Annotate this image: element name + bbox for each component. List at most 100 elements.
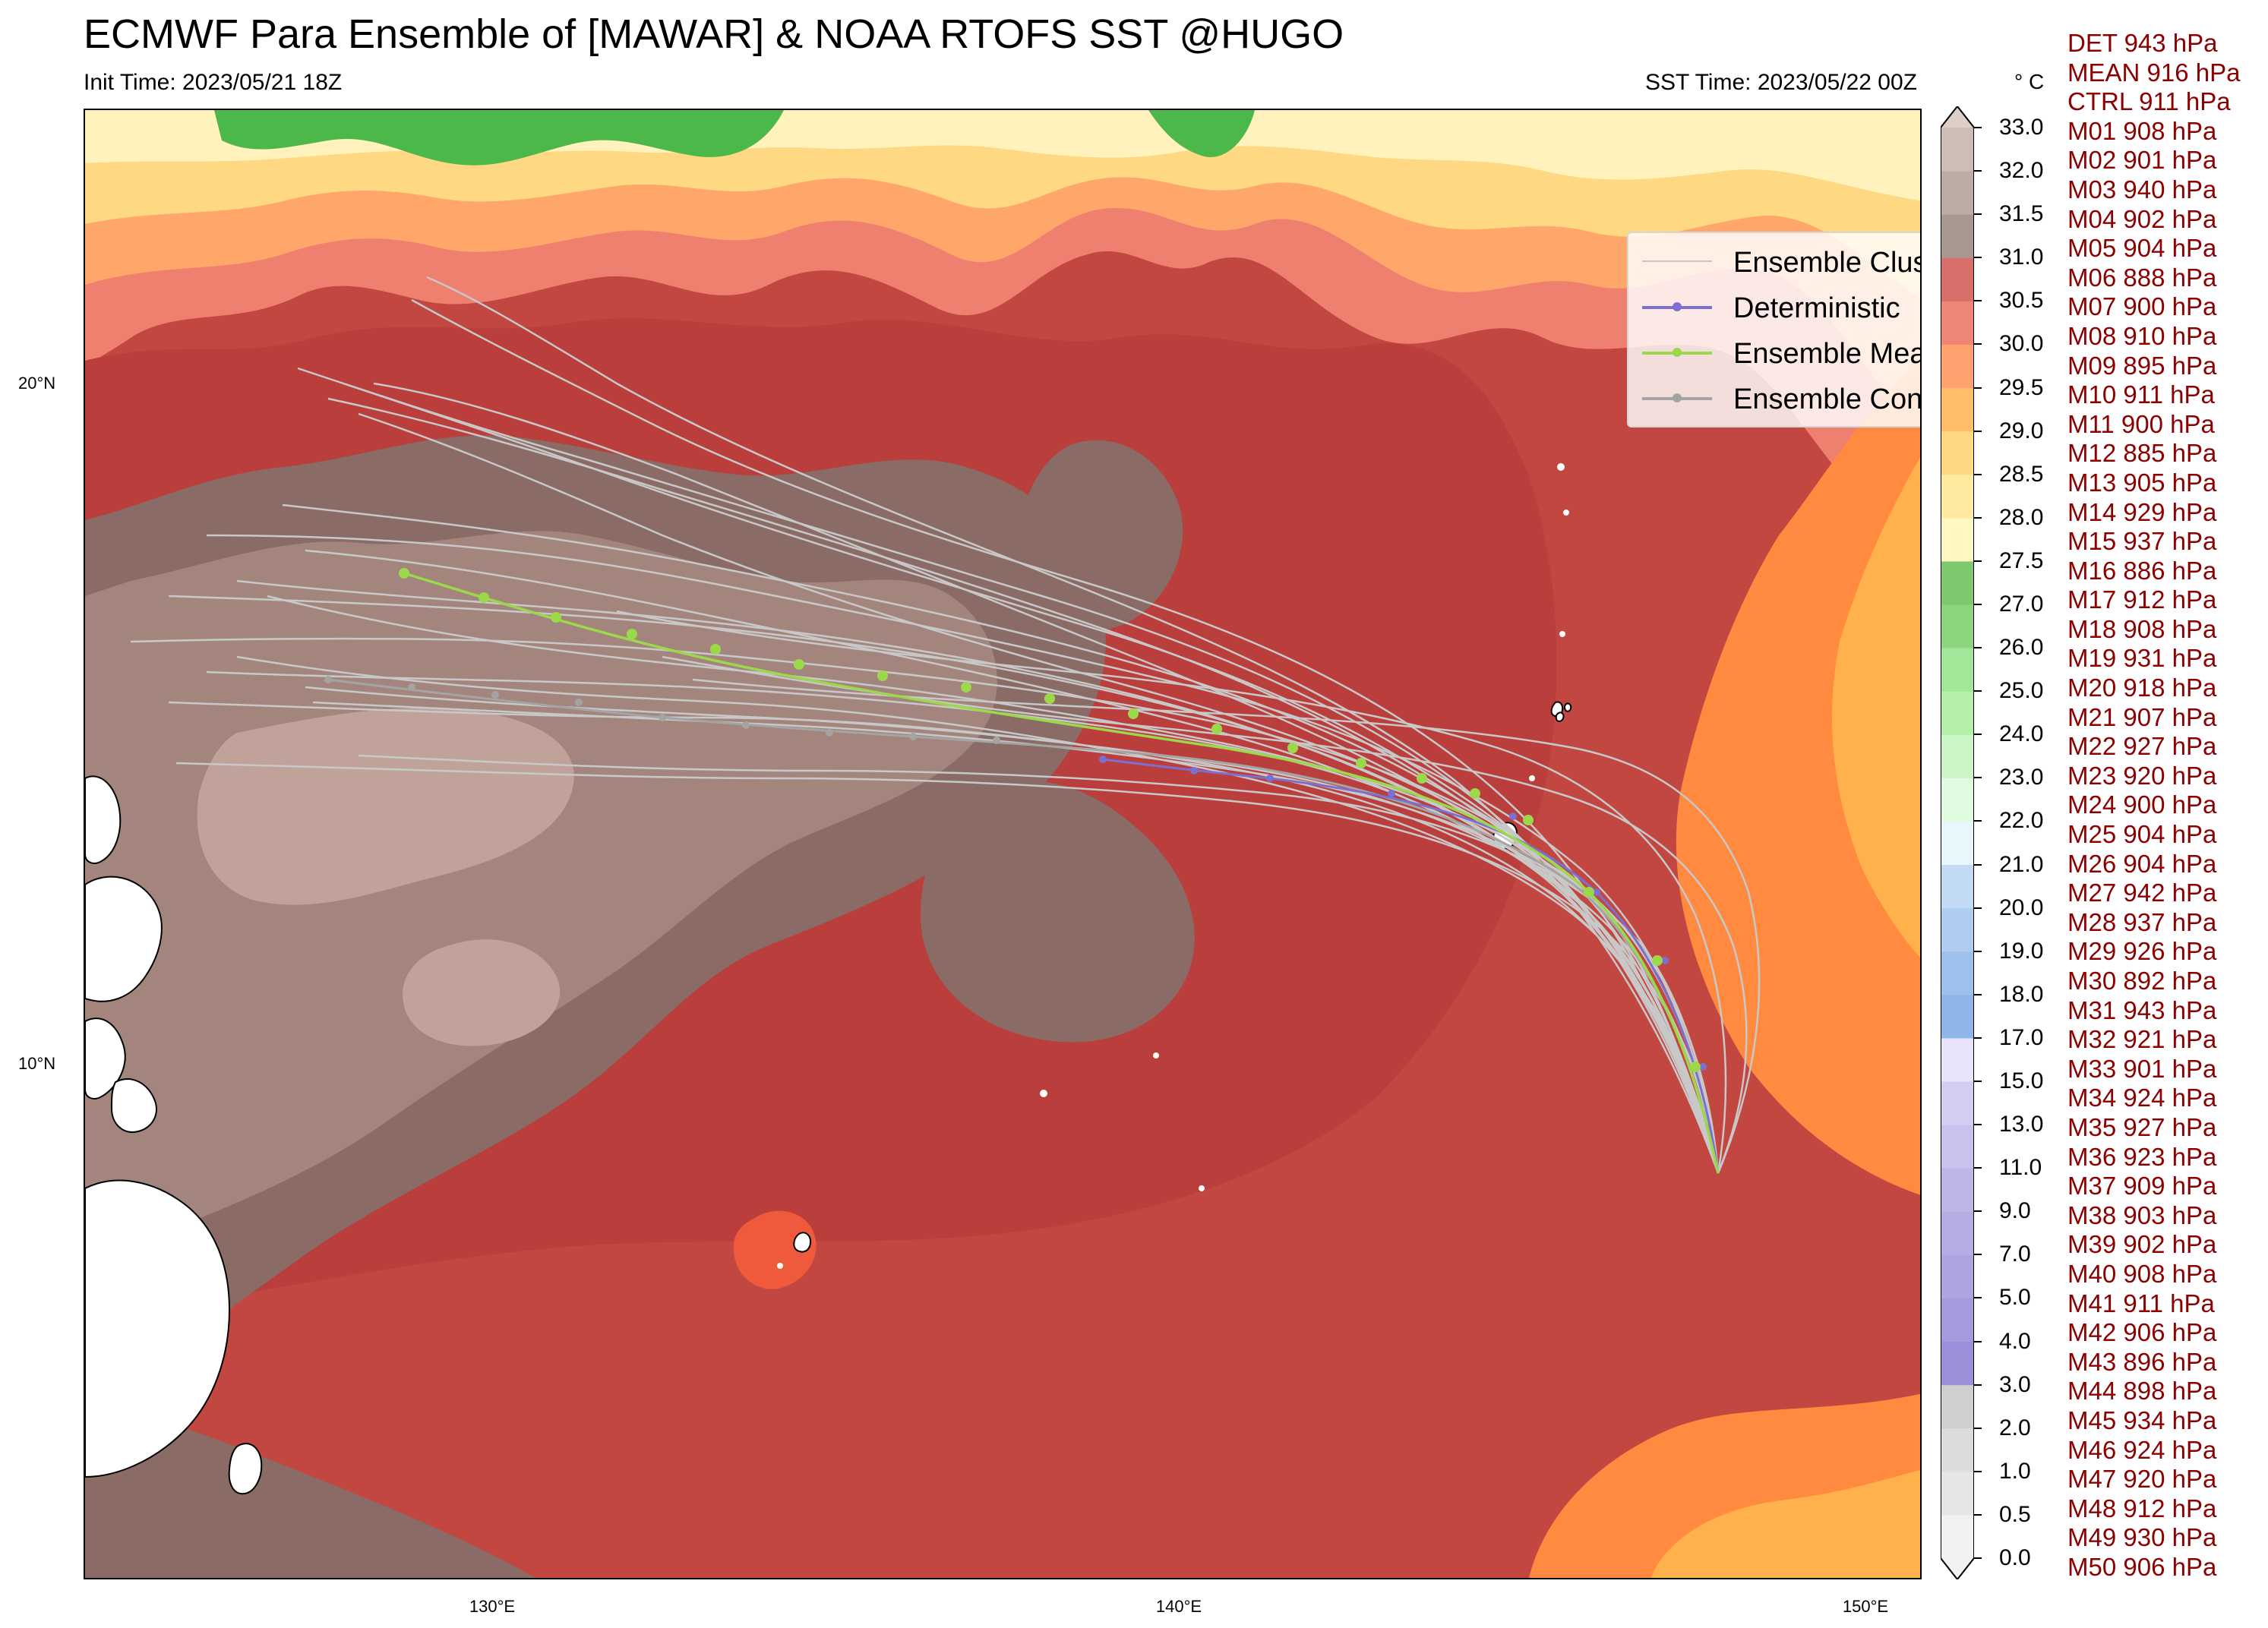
colorbar-tick xyxy=(1974,820,1982,822)
colorbar-cell xyxy=(1941,1254,1974,1298)
pressure-item: M50 906 hPa xyxy=(2067,1552,2217,1581)
colorbar-tick-label: 22.0 xyxy=(1999,808,2044,834)
colorbar-cell xyxy=(1941,1125,1974,1169)
colorbar-tick xyxy=(1974,257,1982,259)
colorbar-tick xyxy=(1974,1081,1982,1082)
lat-label-20n: 20°N xyxy=(18,374,56,393)
pressure-item: M13 905 hPa xyxy=(2067,468,2217,497)
legend-label: Deterministic xyxy=(1733,292,1900,324)
colorbar-tick xyxy=(1974,473,1982,475)
pressure-item: M29 926 hPa xyxy=(2067,937,2217,966)
lon-label-140e: 140°E xyxy=(1155,1597,1202,1616)
colorbar-cell xyxy=(1941,778,1974,822)
pressure-item: DET 943 hPa xyxy=(2067,29,2218,57)
pressure-item: M37 909 hPa xyxy=(2067,1172,2217,1200)
pressure-item: M25 904 hPa xyxy=(2067,820,2217,849)
colorbar-cell xyxy=(1941,691,1974,735)
legend-label: Ensemble Control xyxy=(1733,383,1922,415)
pressure-item: M02 901 hPa xyxy=(2067,146,2217,175)
colorbar-tick-label: 17.0 xyxy=(1999,1024,2044,1050)
colorbar-tick xyxy=(1974,1167,1982,1169)
colorbar-tick-label: 29.0 xyxy=(1999,418,2044,443)
colorbar-cell xyxy=(1941,1384,1974,1429)
pressure-item: M22 927 hPa xyxy=(2067,732,2217,761)
pressure-item: M16 886 hPa xyxy=(2067,556,2217,585)
map-legend: Ensemble Cluster Deterministic Ensemble … xyxy=(1627,232,1922,428)
pressure-item: M12 885 hPa xyxy=(2067,439,2217,468)
colorbar-tick-label: 26.0 xyxy=(1999,635,2044,661)
pressure-item: M44 898 hPa xyxy=(2067,1377,2217,1406)
colorbar-cell xyxy=(1941,821,1974,866)
pressure-item: M15 937 hPa xyxy=(2067,527,2217,556)
pressure-item: M47 920 hPa xyxy=(2067,1465,2217,1494)
colorbar-tick-label: 4.0 xyxy=(1999,1328,2031,1354)
control-track xyxy=(324,676,1720,1174)
pressure-item: M48 912 hPa xyxy=(2067,1494,2217,1522)
colorbar-tick-label: 30.0 xyxy=(1999,331,2044,357)
colorbar-tick xyxy=(1974,1557,1982,1559)
colorbar-cell xyxy=(1941,1037,1974,1082)
pressure-item: M32 921 hPa xyxy=(2067,1025,2217,1054)
colorbar-cell xyxy=(1941,128,1974,172)
lon-label-150e: 150°E xyxy=(1842,1597,1889,1616)
colorbar-tick-label: 13.0 xyxy=(1999,1112,2044,1137)
colorbar xyxy=(1941,106,1974,1579)
pressure-item: M30 892 hPa xyxy=(2067,967,2217,995)
colorbar-tick xyxy=(1974,343,1982,345)
legend-label: Ensemble Cluster xyxy=(1733,247,1920,279)
colorbar-tick-label: 27.0 xyxy=(1999,592,2044,617)
colorbar-tick xyxy=(1974,604,1982,605)
pressure-item: M31 943 hPa xyxy=(2067,995,2217,1024)
legend-item-cluster: Ensemble Cluster xyxy=(1628,239,1920,285)
colorbar-cell xyxy=(1941,1168,1974,1212)
legend-item-deterministic: Deterministic xyxy=(1628,285,1920,330)
colorbar-tick-label: 28.5 xyxy=(1999,461,2044,487)
colorbar-tick xyxy=(1974,647,1982,649)
pressure-item: M05 904 hPa xyxy=(2067,234,2217,263)
pressure-item: M14 929 hPa xyxy=(2067,497,2217,526)
colorbar-tick-label: 32.0 xyxy=(1999,158,2044,184)
sst-map[interactable]: Ensemble Cluster Deterministic Ensemble … xyxy=(84,109,1922,1579)
colorbar-cell xyxy=(1941,431,1974,475)
colorbar-tick xyxy=(1974,907,1982,909)
pressure-item: M49 930 hPa xyxy=(2067,1523,2217,1552)
colorbar-cell xyxy=(1941,257,1974,301)
pressure-item: M38 903 hPa xyxy=(2067,1200,2217,1229)
colorbar-tick-label: 5.0 xyxy=(1999,1285,2031,1311)
colorbar-cell xyxy=(1941,301,1974,345)
pressure-item: M23 920 hPa xyxy=(2067,761,2217,790)
colorbar-tick-label: 0.0 xyxy=(1999,1545,2031,1570)
colorbar-cell xyxy=(1941,1298,1974,1342)
colorbar-tick xyxy=(1974,863,1982,866)
legend-item-control: Ensemble Control xyxy=(1628,376,1922,421)
colorbar-tick-label: 29.5 xyxy=(1999,374,2044,400)
colorbar-tick xyxy=(1974,777,1982,779)
colorbar-cell xyxy=(1941,214,1974,258)
pressure-item: M18 908 hPa xyxy=(2067,614,2217,643)
colorbar-tick-label: 2.0 xyxy=(1999,1415,2031,1440)
colorbar-tick-label: 31.0 xyxy=(1999,245,2044,270)
pressure-item: M17 912 hPa xyxy=(2067,585,2217,614)
pressure-item: M24 900 hPa xyxy=(2067,790,2217,819)
pressure-item: M19 931 hPa xyxy=(2067,644,2217,673)
colorbar-cell xyxy=(1941,560,1974,605)
pressure-item: M42 906 hPa xyxy=(2067,1318,2217,1347)
pressure-item: M35 927 hPa xyxy=(2067,1112,2217,1141)
colorbar-tick-label: 27.5 xyxy=(1999,547,2044,573)
colorbar-tick-label: 19.0 xyxy=(1999,938,2044,964)
pressure-item: M34 924 hPa xyxy=(2067,1084,2217,1112)
pressure-item: M09 895 hPa xyxy=(2067,351,2217,380)
colorbar-tick xyxy=(1974,1254,1982,1256)
colorbar-tick-label: 7.0 xyxy=(1999,1242,2031,1267)
colorbar-cell xyxy=(1941,604,1974,648)
legend-swatch xyxy=(1642,302,1712,311)
colorbar-tick-label: 23.0 xyxy=(1999,765,2044,790)
colorbar-cell xyxy=(1941,1471,1974,1516)
colorbar-tick-label: 21.0 xyxy=(1999,851,2044,877)
colorbar-tick xyxy=(1974,127,1982,128)
legend-label: Ensemble Mean xyxy=(1733,338,1922,370)
colorbar-tick xyxy=(1974,386,1982,389)
colorbar-extend-low xyxy=(1941,1558,1974,1579)
colorbar-tick xyxy=(1974,1297,1982,1299)
colorbar-tick-label: 18.0 xyxy=(1999,981,2044,1007)
